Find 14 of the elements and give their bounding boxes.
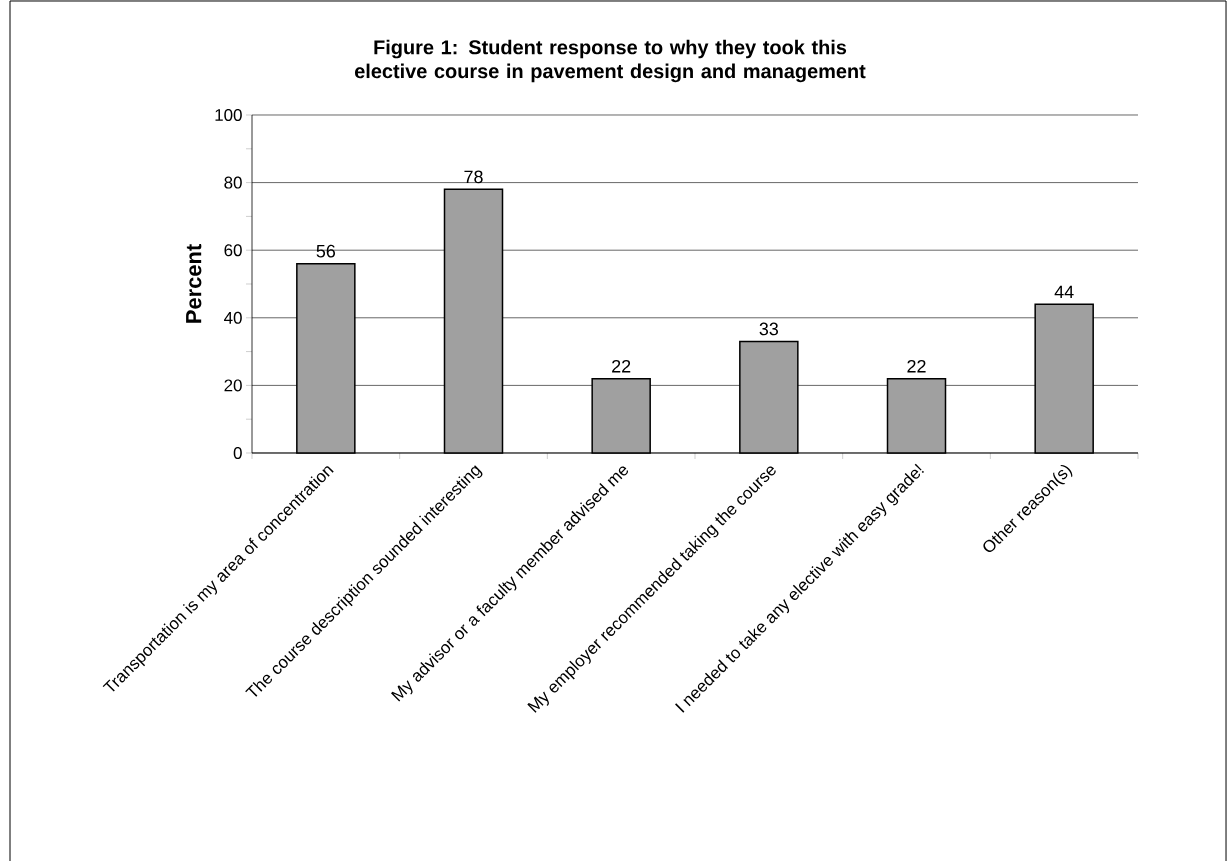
y-tick-label: 0 — [233, 447, 242, 459]
y-tick-label: 100 — [215, 109, 242, 121]
y-tick-label: 40 — [224, 311, 242, 324]
y-tick-label: 20 — [224, 379, 242, 392]
y-axis-title: Percent — [186, 244, 202, 323]
chart-title: Figure 1: Student response to why they took this elective course in pavement design and management — [355, 39, 866, 83]
data-label: 44 — [1054, 285, 1074, 299]
data-label: 56 — [316, 244, 336, 258]
data-label: 33 — [759, 322, 779, 336]
y-tick-label: 60 — [224, 244, 242, 257]
data-label: 22 — [907, 359, 926, 373]
data-label: 22 — [612, 359, 631, 373]
data-label: 78 — [464, 170, 483, 184]
y-tick-label: 80 — [224, 176, 242, 189]
